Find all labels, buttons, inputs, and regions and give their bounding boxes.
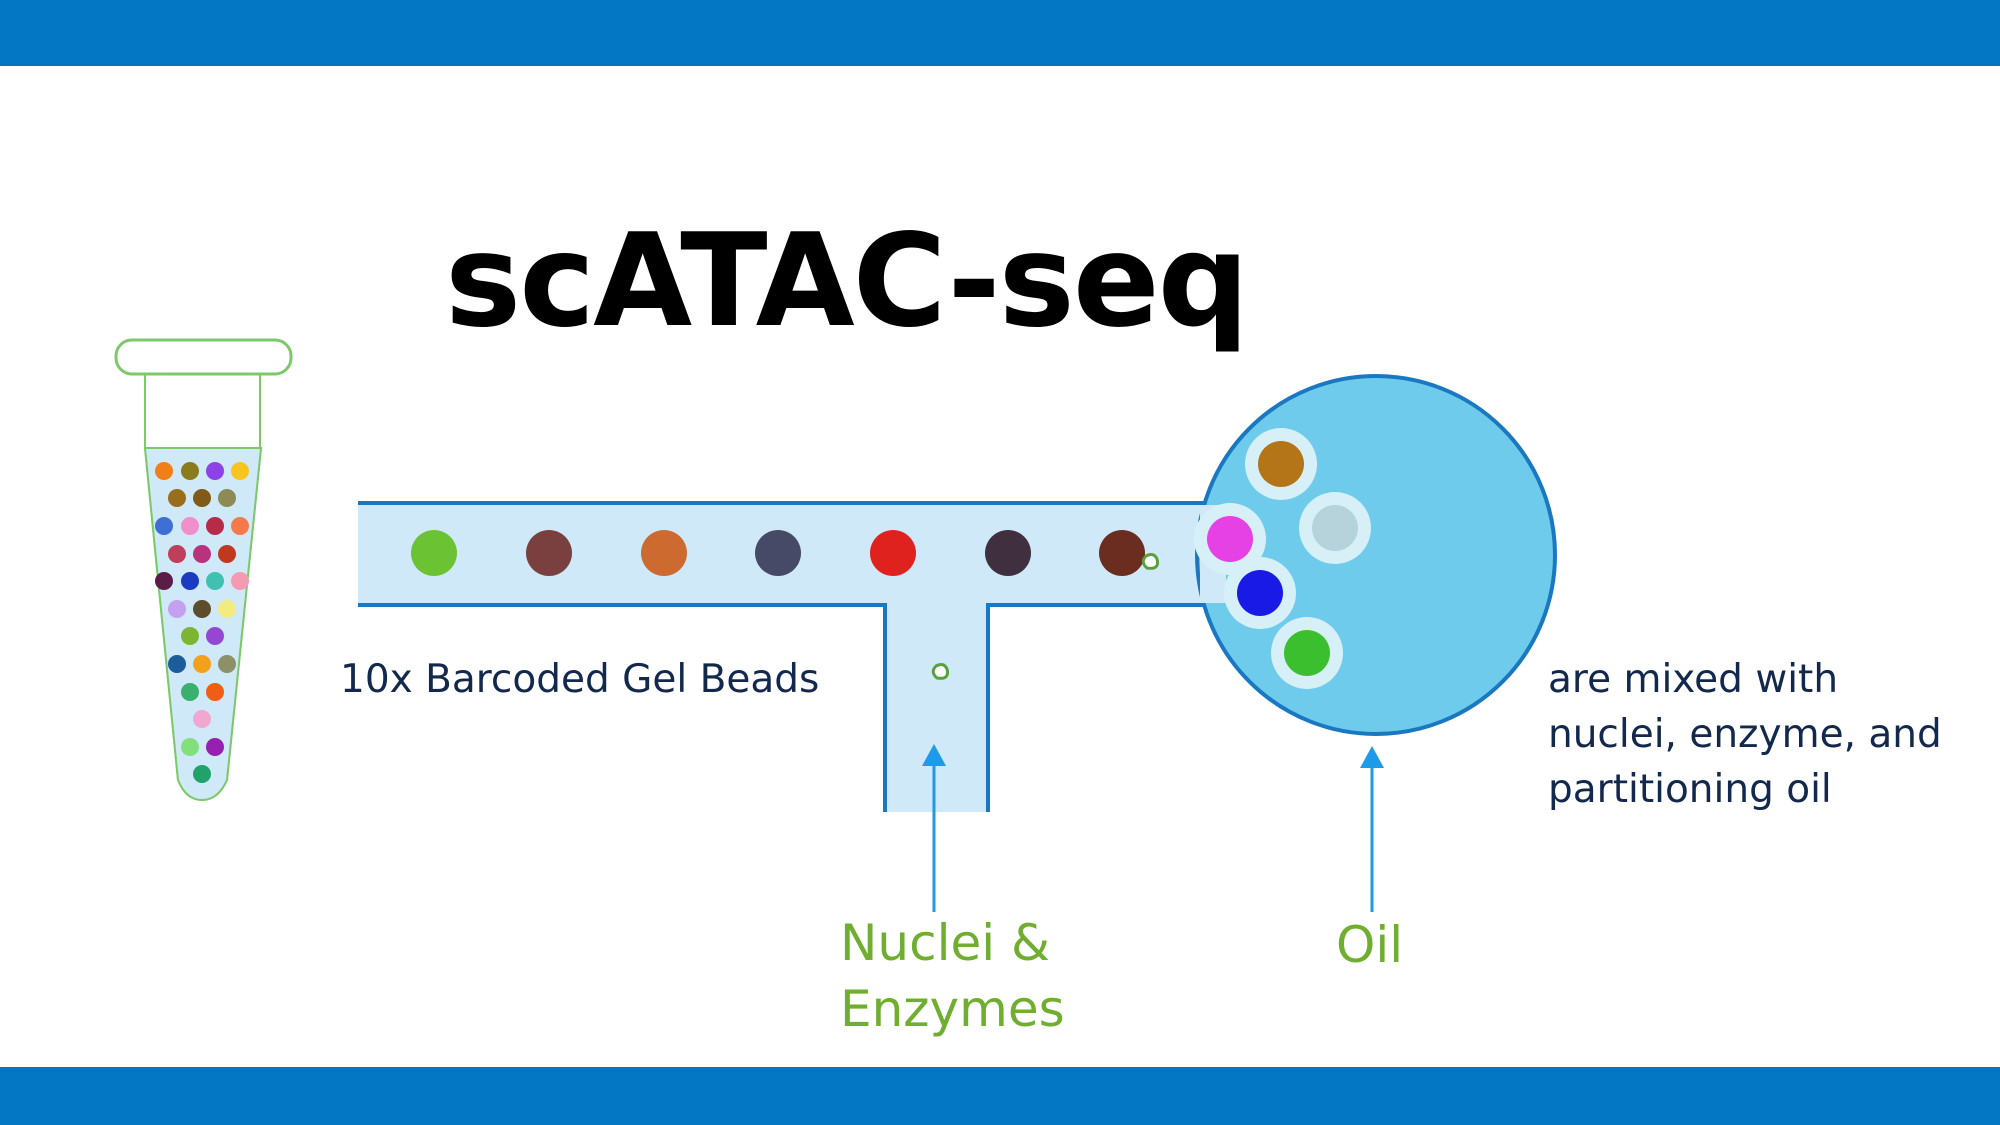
- description-line2: nuclei, enzyme, and: [1548, 712, 1942, 757]
- tube-bead: [181, 683, 199, 701]
- tube-bead: [206, 738, 224, 756]
- tube-bead: [155, 572, 173, 590]
- droplet-bead: [1237, 570, 1283, 616]
- tube-liquid: [143, 447, 263, 802]
- tube-bead: [206, 572, 224, 590]
- tube-bead: [155, 517, 173, 535]
- droplets: [1194, 428, 1371, 689]
- gel-beads-label: 10x Barcoded Gel Beads: [340, 657, 820, 702]
- tube-bead: [168, 655, 186, 673]
- tube-bead: [206, 517, 224, 535]
- droplet-bead: [1207, 516, 1253, 562]
- tube-bead: [206, 462, 224, 480]
- tube-bead: [231, 572, 249, 590]
- tube-bead: [181, 572, 199, 590]
- tube-bead: [155, 462, 173, 480]
- tube-bead: [193, 710, 211, 728]
- channel-bead: [411, 530, 457, 576]
- tube-bead: [206, 683, 224, 701]
- top-banner: [0, 0, 2000, 66]
- droplet-bead: [1258, 441, 1304, 487]
- channel-bead: [641, 530, 687, 576]
- tube-bead: [193, 600, 211, 618]
- droplet-bead: [1284, 630, 1330, 676]
- tube-bead: [181, 462, 199, 480]
- bottom-banner: [0, 1067, 2000, 1125]
- tube-bead: [231, 517, 249, 535]
- droplet-bead: [1312, 505, 1358, 551]
- nuclei-arrow-head: [922, 744, 946, 766]
- tube-bead: [168, 489, 186, 507]
- oil-arrow-head: [1360, 746, 1384, 768]
- channel-bead: [1099, 530, 1145, 576]
- tube-bead: [218, 600, 236, 618]
- description-line3: partitioning oil: [1548, 767, 1832, 812]
- tube-bead: [193, 545, 211, 563]
- nuclei-label-line1: Nuclei &: [840, 914, 1051, 972]
- tube-bead: [193, 655, 211, 673]
- tube-bead: [218, 545, 236, 563]
- tube-bead: [218, 489, 236, 507]
- tube-bead: [193, 489, 211, 507]
- tube-cap: [114, 338, 293, 376]
- tube-beads: [155, 462, 249, 783]
- tube-bead: [181, 627, 199, 645]
- channel-bead: [755, 530, 801, 576]
- nuclei-label-line2: Enzymes: [840, 980, 1065, 1038]
- tube-bead: [218, 655, 236, 673]
- channel-beads: [411, 530, 1145, 576]
- page-title: scATAC-seq: [445, 207, 1249, 356]
- test-tube: [114, 338, 293, 802]
- tube-bead: [181, 517, 199, 535]
- tube-bead: [231, 462, 249, 480]
- channel-left-wall: [358, 603, 887, 812]
- channel-bead: [985, 530, 1031, 576]
- nucleus-in-channel: [1141, 553, 1159, 570]
- tube-bead: [193, 765, 211, 783]
- tube-bead: [168, 545, 186, 563]
- oil-label: Oil: [1336, 916, 1404, 974]
- nucleus-in-inlet: [931, 663, 949, 680]
- tube-bead: [206, 627, 224, 645]
- description-line1: are mixed with: [1548, 657, 1839, 702]
- channel-right-wall: [986, 603, 1220, 812]
- channel-bead: [526, 530, 572, 576]
- channel-bead: [870, 530, 916, 576]
- tube-bead: [181, 738, 199, 756]
- channel-fill: [358, 501, 1220, 812]
- tube-bead: [168, 600, 186, 618]
